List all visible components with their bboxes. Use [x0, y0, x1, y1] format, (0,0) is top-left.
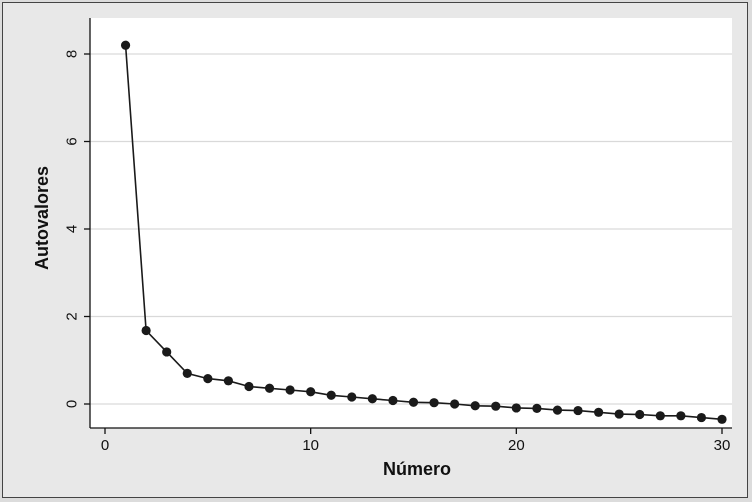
data-point — [182, 368, 192, 378]
data-point — [511, 403, 521, 413]
tick-labels: 0 2 4 6 8 0 10 20 30 — [64, 50, 731, 454]
data-point — [408, 397, 419, 407]
y-tick-label: 8 — [64, 50, 81, 58]
x-tick-label: 20 — [508, 437, 525, 454]
data-point — [696, 412, 707, 423]
x-tick-label: 30 — [714, 437, 731, 454]
series — [120, 40, 727, 424]
data-point — [326, 390, 336, 400]
x-tick-label: 10 — [302, 437, 319, 454]
data-point — [223, 376, 233, 386]
data-point — [162, 347, 172, 357]
data-point — [450, 399, 460, 409]
data-point — [614, 409, 624, 419]
data-point — [635, 409, 645, 420]
data-point — [264, 383, 275, 393]
axes — [84, 18, 732, 434]
data-point — [573, 405, 583, 416]
y-tick-label: 0 — [64, 400, 81, 408]
data-point — [203, 374, 213, 384]
data-point — [120, 40, 131, 50]
y-tick-label: 6 — [64, 137, 81, 145]
data-point — [470, 401, 480, 411]
data-point — [306, 387, 316, 397]
data-point — [655, 411, 665, 421]
data-point — [141, 325, 151, 336]
data-point — [347, 392, 357, 402]
data-point — [676, 411, 686, 421]
y-tick-label: 2 — [64, 312, 81, 320]
data-point — [244, 381, 254, 392]
y-tick-label: 4 — [64, 225, 81, 233]
data-point — [532, 403, 542, 413]
x-axis-title: Número — [383, 459, 451, 479]
data-point — [388, 395, 398, 406]
y-axis-title: Autovalores — [32, 166, 52, 270]
data-point — [367, 394, 377, 404]
data-point — [429, 398, 439, 408]
data-point — [594, 407, 604, 417]
data-point — [552, 405, 563, 415]
data-point — [285, 385, 295, 395]
plot-area — [90, 18, 732, 428]
data-point — [717, 414, 727, 424]
data-point — [491, 401, 501, 411]
x-tick-label: 0 — [101, 437, 109, 454]
grid-lines — [90, 53, 732, 405]
